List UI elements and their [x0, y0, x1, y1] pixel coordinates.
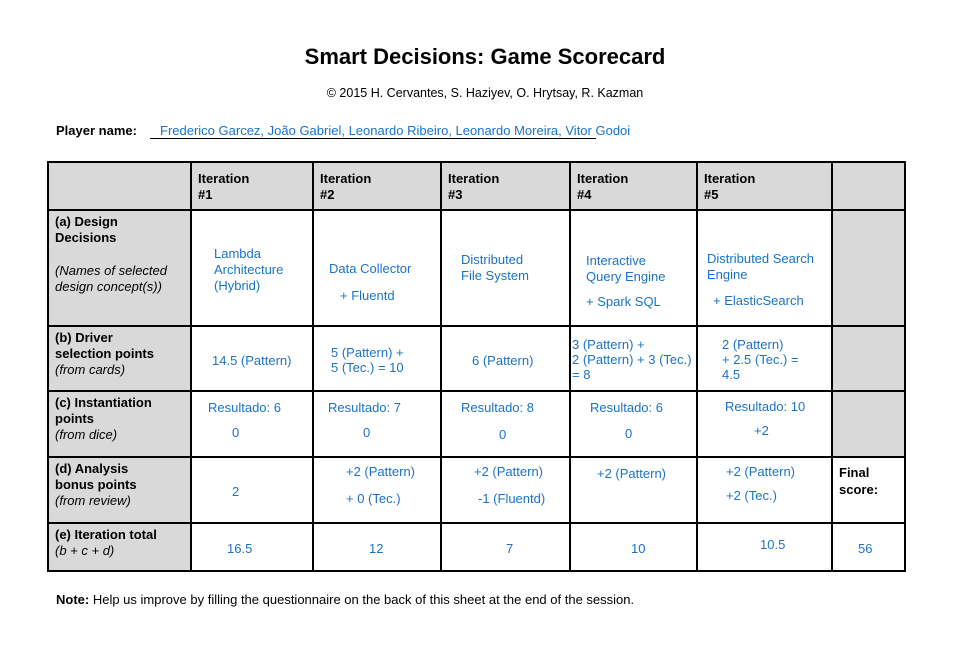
row-label-analysis-bonus: (d) Analysis bonus points (from review)	[47, 456, 192, 524]
cell-driver-2[interactable]: 5 (Pattern) + 5 (Tec.) = 10	[312, 325, 442, 392]
note-label: Note:	[56, 592, 90, 607]
cell-analysis-3[interactable]: +2 (Pattern) -1 (Fluentd)	[440, 456, 571, 524]
row-label-design-decisions: (a) Design Decisions (Names of selected …	[47, 209, 192, 327]
cell-design-3[interactable]: Distributed File System	[440, 209, 571, 327]
final-column-spacer-a	[831, 209, 906, 327]
cell-design-2[interactable]: Data Collector + Fluentd	[312, 209, 442, 327]
cell-total-3[interactable]: 7	[440, 522, 571, 572]
header-iteration-3: Iteration #3	[440, 161, 571, 211]
cell-driver-5[interactable]: 2 (Pattern) + 2.5 (Tec.) = 4.5	[696, 325, 833, 392]
scorecard-table: Iteration #1 Iteration #2 Iteration #3 Iter…	[47, 161, 906, 572]
header-final	[831, 161, 906, 211]
cell-total-2[interactable]: 12	[312, 522, 442, 572]
cell-driver-3[interactable]: 6 (Pattern)	[440, 325, 571, 392]
header-iteration-5: Iteration #5	[696, 161, 833, 211]
cell-driver-1[interactable]: 14.5 (Pattern)	[190, 325, 314, 392]
cell-analysis-4[interactable]: +2 (Pattern)	[569, 456, 698, 524]
final-column-spacer-c	[831, 390, 906, 458]
row-label-instantiation: (c) Instantiation points (from dice)	[47, 390, 192, 458]
player-name-label: Player name:	[56, 123, 137, 138]
cell-total-4[interactable]: 10	[569, 522, 698, 572]
final-score-label: Final score:	[831, 456, 906, 524]
cell-design-5[interactable]: Distributed Search Engine + ElasticSearc…	[696, 209, 833, 327]
cell-analysis-5[interactable]: +2 (Pattern) +2 (Tec.)	[696, 456, 833, 524]
header-iteration-4: Iteration #4	[569, 161, 698, 211]
page-title: Smart Decisions: Game Scorecard	[304, 44, 666, 69]
cell-design-1[interactable]: Lambda Architecture (Hybrid)	[190, 209, 314, 327]
cell-instantiation-3[interactable]: Resultado: 8 0	[440, 390, 571, 458]
header-iteration-1: Iteration #1	[190, 161, 314, 211]
player-name-field[interactable]: Frederico Garcez, João Gabriel, Leonardo…	[160, 123, 631, 138]
final-column-spacer-b	[831, 325, 906, 392]
row-label-iteration-total: (e) Iteration total (b + c + d)	[47, 522, 192, 572]
footer-note: Note: Help us improve by filling the que…	[56, 592, 634, 607]
cell-total-5[interactable]: 10.5	[696, 522, 833, 572]
cell-instantiation-5[interactable]: Resultado: 10 +2	[696, 390, 833, 458]
cell-analysis-2[interactable]: +2 (Pattern) + 0 (Tec.)	[312, 456, 442, 524]
row-label-driver-selection: (b) Driver selection points (from cards)	[47, 325, 192, 392]
cell-instantiation-4[interactable]: Resultado: 6 0	[569, 390, 698, 458]
cell-analysis-1[interactable]: 2	[190, 456, 314, 524]
header-corner	[47, 161, 192, 211]
player-name-underline	[150, 138, 596, 139]
cell-instantiation-2[interactable]: Resultado: 7 0	[312, 390, 442, 458]
cell-instantiation-1[interactable]: Resultado: 6 0	[190, 390, 314, 458]
copyright-line: © 2015 H. Cervantes, S. Haziyev, O. Hryt…	[326, 86, 644, 100]
cell-total-1[interactable]: 16.5	[190, 522, 314, 572]
cell-driver-4[interactable]: 3 (Pattern) + 2 (Pattern) + 3 (Tec.) = 8	[569, 325, 698, 392]
header-iteration-2: Iteration #2	[312, 161, 442, 211]
note-text: Help us improve by filling the questionn…	[89, 592, 635, 607]
cell-design-4[interactable]: Interactive Query Engine + Spark SQL	[569, 209, 698, 327]
final-score-value[interactable]: 56	[831, 522, 906, 572]
